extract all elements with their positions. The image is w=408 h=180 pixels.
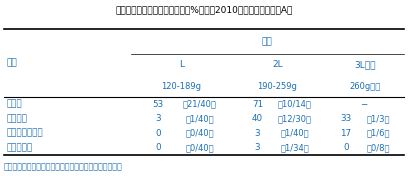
Text: （21/40）: （21/40） — [183, 100, 217, 109]
Text: （0/40）: （0/40） — [186, 143, 214, 152]
Text: 3L以上: 3L以上 — [355, 60, 376, 69]
Text: （0/8）: （0/8） — [367, 143, 390, 152]
Text: 3: 3 — [255, 143, 260, 152]
Text: トヨシロ: トヨシロ — [6, 114, 27, 123]
Text: （12/30）: （12/30） — [278, 114, 312, 123]
Text: 規格: 規格 — [262, 37, 273, 46]
Text: 17: 17 — [340, 129, 351, 138]
Text: 190-259g: 190-259g — [257, 82, 297, 91]
Text: （1/3）: （1/3） — [367, 114, 390, 123]
Text: 3: 3 — [155, 114, 161, 123]
Text: スノーデン: スノーデン — [6, 143, 32, 152]
Text: 33: 33 — [340, 114, 351, 123]
Text: 表２　規格別中心空洞発生率（%）　（2010年　芽室町　圃場A）: 表２ 規格別中心空洞発生率（%） （2010年 芽室町 圃場A） — [115, 5, 293, 14]
Text: 53: 53 — [153, 100, 164, 109]
Text: （1/6）: （1/6） — [367, 129, 390, 138]
Text: （1/34）: （1/34） — [281, 143, 309, 152]
Text: 男爵薯: 男爵薯 — [6, 100, 22, 109]
Text: 260g以上: 260g以上 — [350, 82, 381, 91]
Text: ホッカイコガネ: ホッカイコガネ — [6, 129, 43, 138]
Text: 3: 3 — [255, 129, 260, 138]
Text: （1/40）: （1/40） — [186, 114, 214, 123]
Text: 0: 0 — [155, 143, 161, 152]
Text: （0/40）: （0/40） — [186, 129, 214, 138]
Text: 括弧内は（中心空洞発生塊茎数／調査塊茎数）を示す。: 括弧内は（中心空洞発生塊茎数／調査塊茎数）を示す。 — [4, 162, 123, 171]
Text: 40: 40 — [252, 114, 263, 123]
Text: 120-189g: 120-189g — [162, 82, 202, 91]
Text: 品種: 品種 — [6, 58, 17, 67]
Text: −: − — [360, 100, 368, 109]
Text: 0: 0 — [343, 143, 349, 152]
Text: 71: 71 — [252, 100, 263, 109]
Text: （1/40）: （1/40） — [281, 129, 309, 138]
Text: L: L — [179, 60, 184, 69]
Text: 2L: 2L — [272, 60, 283, 69]
Text: （10/14）: （10/14） — [278, 100, 312, 109]
Text: 0: 0 — [155, 129, 161, 138]
